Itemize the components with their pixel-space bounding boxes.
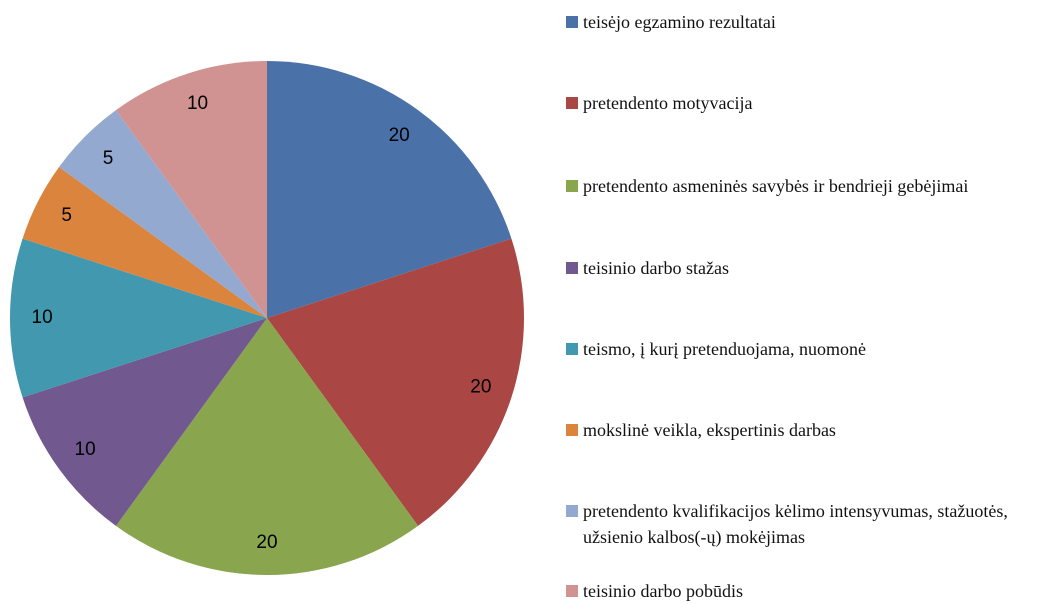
pie-slice [22,166,267,318]
legend-swatch [566,343,578,355]
legend-entry: pretendento kvalifikacijos kėlimo intens… [566,498,1050,550]
legend-entry: mokslinė veikla, ekspertinis darbas [566,417,1050,443]
legend-entry: pretendento asmeninės savybės ir bendrie… [566,173,1050,199]
legend-label: teismo, į kurį pretenduojama, nuomonė [583,339,866,359]
data-label: 20 [470,377,491,398]
legend-swatch [566,97,578,109]
data-label: 10 [32,307,53,328]
legend-label: pretendento motyvacija [583,93,753,113]
pie-slice [9,238,267,398]
pie-slice [22,318,267,526]
data-label: 10 [75,439,96,460]
legend-entry: teisinio darbo stažas [566,255,1050,281]
legend-swatch [566,262,578,274]
pie-slice [115,61,267,318]
pie-slice [59,110,267,318]
legend-swatch [566,585,578,597]
data-label: 20 [256,532,277,553]
legend-swatch [566,424,578,436]
legend-label: pretendento kvalifikacijos kėlimo intens… [583,501,1008,547]
pie-slice [267,238,524,526]
legend-swatch [566,180,578,192]
legend-entry: teisinio darbo pobūdis [566,578,1050,604]
legend-label: mokslinė veikla, ekspertinis darbas [583,420,836,440]
legend-entry: teisėjo egzamino rezultatai [566,9,1050,35]
data-label: 10 [187,93,208,114]
legend-label: pretendento asmeninės savybės ir bendrie… [583,176,969,196]
legend-swatch [566,505,578,517]
legend-entry: teismo, į kurį pretenduojama, nuomonė [566,336,1050,362]
legend-label: teisinio darbo stažas [583,258,729,278]
legend-swatch [566,16,578,28]
legend-label: teisėjo egzamino rezultatai [583,12,776,32]
data-label: 5 [61,205,72,226]
data-label: 20 [389,125,410,146]
legend-entry: pretendento motyvacija [566,90,1050,116]
legend-label: teisinio darbo pobūdis [583,581,743,601]
pie-slice [115,318,419,576]
pie-slice [267,61,512,318]
data-label: 5 [103,148,114,169]
